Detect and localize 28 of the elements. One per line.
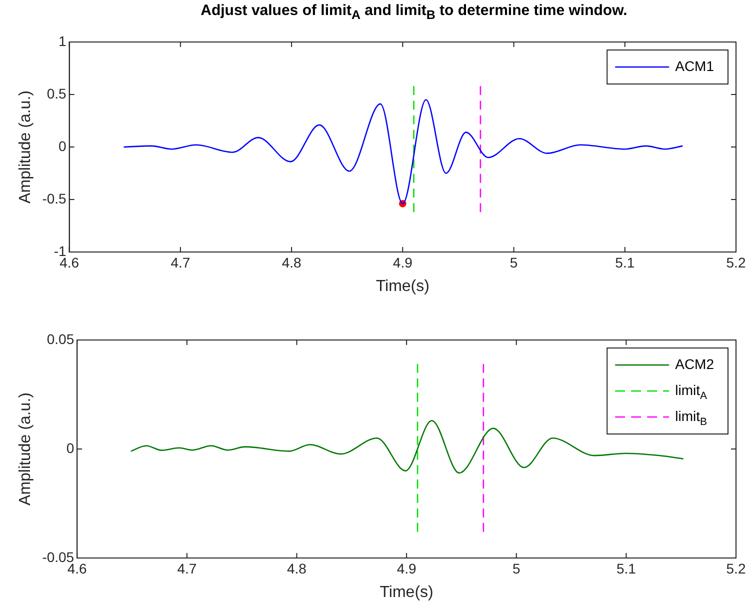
chart-title: Adjust values of limit$_{A}$ and limit$_{B}$ to determine time window. bbox=[200, 2, 628, 22]
x-tick-label: 5 bbox=[512, 560, 520, 576]
x-tick-label: 4.8 bbox=[287, 560, 307, 576]
x-tick-label: 4.8 bbox=[282, 254, 302, 270]
y-axis-title: Amplitude (a.u.) bbox=[17, 90, 34, 204]
legend-label: ACM2 bbox=[675, 356, 714, 372]
legend-label: ACM1 bbox=[675, 58, 714, 74]
x-tick-label: 5 bbox=[510, 254, 518, 270]
y-tick-label: 0 bbox=[58, 138, 67, 154]
x-axis-title: Time(s) bbox=[380, 584, 434, 601]
y-axis-title: Amplitude (a.u.) bbox=[17, 392, 34, 506]
y-tick-label: 0.05 bbox=[46, 330, 74, 347]
y-tick-label: 0 bbox=[66, 440, 74, 456]
y-tick-label: -1 bbox=[54, 242, 67, 259]
line-series bbox=[130, 420, 684, 474]
x-tick-label: 5.1 bbox=[616, 560, 636, 576]
y-tick-label: -0.5 bbox=[42, 190, 67, 206]
x-tick-label: 5.1 bbox=[615, 254, 635, 270]
x-tick-label: 4.7 bbox=[177, 560, 197, 576]
x-tick-label: 4.9 bbox=[392, 254, 413, 270]
x-tick-label: 4.9 bbox=[396, 560, 416, 576]
x-axis-title: Time(s) bbox=[376, 278, 430, 295]
x-tick-label: 4.7 bbox=[170, 254, 190, 270]
y-tick-label: -0.05 bbox=[42, 548, 74, 565]
y-tick-label: 0.5 bbox=[46, 85, 67, 102]
x-tick-label: 5.2 bbox=[726, 560, 746, 576]
y-tick-label: 1 bbox=[58, 32, 67, 49]
x-tick-label: 5.2 bbox=[726, 254, 746, 270]
